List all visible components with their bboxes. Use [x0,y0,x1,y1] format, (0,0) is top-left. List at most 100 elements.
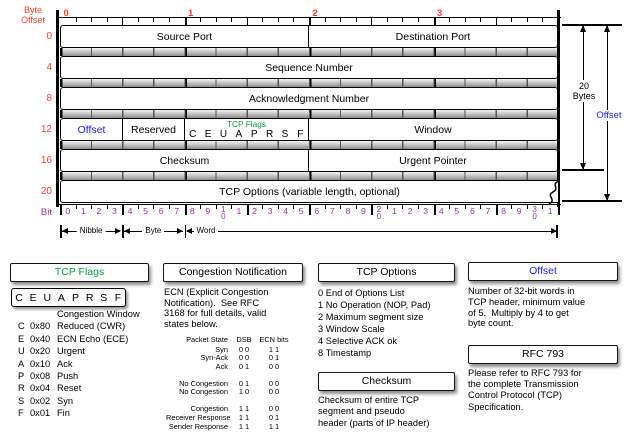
bit-ruler-tick [106,204,108,209]
flag-hex-col: 0x08 [30,371,51,382]
field-destination-port: Destination Port [309,26,557,47]
bit-ruler-tick [449,204,451,209]
measure-label: Word [193,226,219,237]
bit-number: 4 [127,205,133,216]
body-line: header (parts of IP header) [318,417,430,428]
bit-number: 5 [143,205,149,216]
bit-ruler-tick [464,204,466,209]
bit-number: 5 [454,205,460,216]
bit-ruler-tick [433,204,436,215]
flag-desc-col: Ack [57,358,73,369]
ecn-table-row: Congestion 1 1 0 0 [166,405,293,414]
ecn-table-header: Packet State DSB ECN bits [166,335,293,345]
byte-number: 3 [437,8,443,19]
table-cell: No Congestion [179,378,228,388]
bit-ruler-tick [386,204,388,209]
table-cell: ECN bits [259,335,289,344]
flag-letter: E [29,291,37,304]
flag-letter: R [85,291,94,304]
ruler-tick [386,17,388,22]
table-cell: 0 0 [238,344,250,354]
ruler-tick [293,17,295,22]
offset-extent-label: Offset [592,110,624,121]
tcp-option-item: 0 End of Options List [318,288,405,298]
bit-number: 2 [407,205,413,216]
ruler-tick [402,17,404,22]
panel-checksum-header: Checksum [318,372,455,391]
diagram-left-rail [56,10,59,207]
flag-letter: E [204,128,212,140]
bit-ruler-tick [558,204,560,215]
left-arrowhead-icon [61,227,68,234]
ruler-tick [511,17,513,22]
bit-number: 6 [469,205,475,216]
panel-tcp-flags-title: TCP Flags [54,266,105,278]
ruler-tick [262,17,264,22]
table-cell: DSB [236,335,252,344]
bit-label: Bit [40,207,52,218]
bit-ruler-tick [75,204,77,209]
flag-letter: S [100,291,108,304]
flag-hex-col: 0x01 [30,408,51,419]
ecn-table-row: Receiver Response 1 1 0 1 [166,413,293,423]
byte-number: 2 [312,8,318,19]
field-label: Checksum [159,154,210,167]
header-row-4: Sequence Number [60,56,558,79]
flag-intro-line: Congestion Window [57,309,140,319]
bit-ruler-tick [480,204,482,209]
field-label: Reserved [131,123,176,136]
bit-number: 3 [267,205,273,216]
field-label: Source Port [156,30,213,43]
ecn-table-row: Syn-Ack 0 0 0 1 [166,354,293,363]
ruler-tick [464,17,466,22]
left-arrowhead-icon [186,227,192,234]
bit-ruler-tick [355,204,357,209]
offset-body: Number of 32-bit words in TCP header, min… [468,286,585,329]
bit-ruler-tick [122,204,125,215]
byte-number: 0 [63,8,69,19]
row-offset-label: 12 [40,124,52,135]
bit-number: 7 [329,205,335,216]
panel-congestion-header: Congestion Notification [163,263,303,282]
body-line: states below. [164,319,218,330]
flag-hex-col: 0x04 [30,383,51,394]
field-label: Sequence Number [265,61,353,74]
extent-top-bar [562,24,622,26]
table-cell: 1 1 [238,421,250,431]
flag-letter-col: S [18,395,25,406]
measure-divider [122,225,124,238]
flag-definition-row: E 0x40 ECN Echo (ECE) [18,333,140,345]
bit-number: 1 [547,205,553,216]
measure-span-byte: Byte [122,225,184,238]
bit-ruler-tick [246,204,249,215]
field-source-port: Source Port [61,26,309,47]
ruler-tick [309,17,311,27]
bit-number: 8 [345,205,351,216]
flag-letter: F [297,128,304,140]
panel-tcp-options-header: TCP Options [318,263,455,282]
ruler-tick [449,17,451,22]
flag-desc-col: Urgent [57,346,85,357]
bit-ruler-tick [184,204,187,215]
table-cell: 0 1 [238,378,250,388]
body-line: of 5. Multiply by 4 to get [468,307,569,318]
body-line: Please refer to RFC 793 for [468,368,582,378]
flag-letter-col: U [18,346,25,357]
panel-congestion-title: Congestion Notification [179,266,287,278]
body-line: Number of 32-bit words in [468,286,575,296]
field-tcp-options-variable-length-optional: TCP Options (variable length, optional) [61,181,558,202]
bit-ruler-tick [324,204,326,209]
field-checksum: Checksum [61,150,309,171]
body-line: segment and pseudo [318,406,405,417]
bit-number: 9 [361,205,366,216]
table-cell: Sender Response [168,421,228,431]
bit-number: 6 [314,205,320,216]
table-cell: Syn-Ack [200,353,228,363]
panel-offset-header: Offset [468,262,618,281]
ecn-table-row: No Congestion 1 0 0 0 [166,388,293,397]
body-line: Specification. [468,401,524,412]
separator-strip [60,110,558,118]
bit-ruler-tick [402,204,404,209]
